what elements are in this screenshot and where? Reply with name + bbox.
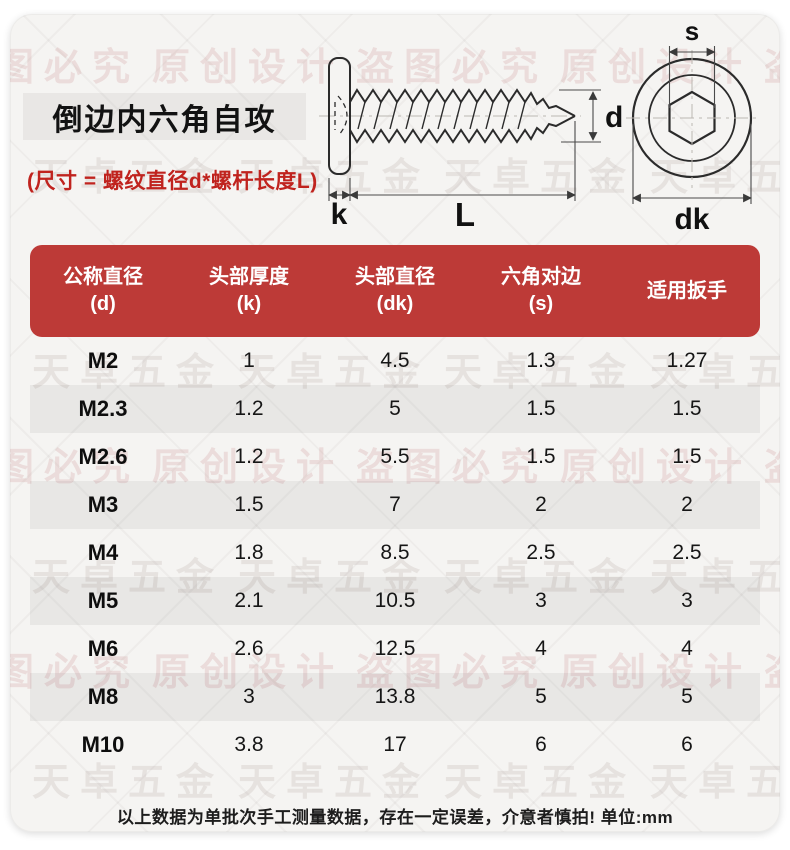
spec-value: 2 <box>681 493 693 516</box>
table-row: M6 2.6 12.5 4 4 <box>30 625 760 673</box>
spec-value: 2.1 <box>234 589 264 612</box>
spec-value: 3 <box>243 685 255 708</box>
table-row: M2.6 1.2 5.5 1.5 1.5 <box>30 433 760 481</box>
column-header: 六角对边 (s) <box>501 266 581 315</box>
spec-value: 6 <box>535 733 547 756</box>
table-row: M2 1 4.5 1.3 1.27 <box>30 337 760 385</box>
thread-top-edge <box>349 88 576 117</box>
spec-value: 2 <box>535 493 547 516</box>
spec-value: 2.5 <box>672 541 702 564</box>
spec-value: 8.5 <box>380 541 410 564</box>
spec-value: 1.3 <box>526 349 556 372</box>
spec-value: 2.5 <box>526 541 556 564</box>
product-title-box: 倒边内六角自攻 <box>23 93 306 140</box>
dim-label-s: s <box>685 22 699 46</box>
dim-label-d: d <box>605 101 623 134</box>
spec-value: 1.8 <box>234 541 264 564</box>
watermark-text: 盗图必究 <box>764 641 780 696</box>
spec-value: 1.27 <box>666 349 708 372</box>
footnote: 以上数据为单批次手工测量数据，存在一定误差，介意者慎拍! 单位:mm <box>116 808 674 827</box>
spec-value: 4.5 <box>380 349 410 372</box>
dim-label-L: L <box>455 196 475 233</box>
spec-value: 10.5 <box>374 589 416 612</box>
spec-value: 5 <box>681 685 693 708</box>
product-title: 倒边内六角自攻 <box>52 103 277 137</box>
d-extension-lines <box>559 89 601 143</box>
spec-value: 1.5 <box>526 397 556 420</box>
table-row: M10 3.8 17 6 6 <box>30 721 760 769</box>
watermark-text: 盗图必究 <box>10 47 141 89</box>
spec-value: 4 <box>535 637 547 660</box>
screw-head-top-view <box>626 50 758 188</box>
spec-size: M5 <box>87 588 119 613</box>
spec-value: 3 <box>535 589 547 612</box>
spec-value: 1.2 <box>234 397 264 420</box>
spec-value: 4 <box>681 637 693 660</box>
hidden-socket-outline <box>334 95 348 137</box>
spec-size: M4 <box>87 540 119 565</box>
thread-bottom-edge <box>349 115 576 144</box>
table-row: M4 1.8 8.5 2.5 2.5 <box>30 529 760 577</box>
table-header-row: 公称直径 (d) 头部厚度 (k) 头部直径 (dk) 六角对边 (s) 适用扳手 <box>30 245 760 337</box>
table-row: M3 1.5 7 2 2 <box>30 481 760 529</box>
spec-value: 1.5 <box>526 445 556 468</box>
spec-value: 1.2 <box>234 445 264 468</box>
spec-size: M6 <box>87 636 119 661</box>
dim-label-k: k <box>331 198 348 231</box>
spec-value: 5 <box>389 397 401 420</box>
size-formula-note: (尺寸 = 螺纹直径d*螺杆长度L) <box>27 170 318 193</box>
spec-value: 17 <box>383 733 407 756</box>
spec-size: M8 <box>87 684 119 709</box>
spec-value: 3 <box>681 589 693 612</box>
spec-value: 3.8 <box>234 733 264 756</box>
screw-head-side <box>328 57 351 175</box>
dk-extension-lines <box>632 124 752 204</box>
spec-value: 1.5 <box>672 445 702 468</box>
column-header: 适用扳手 <box>647 279 727 302</box>
table-body: M2 1 4.5 1.3 1.27 M2.3 1.2 5 1.5 1.5 M2.6 1.2 5.5 1.5… <box>30 337 760 769</box>
spec-size: M3 <box>87 492 119 517</box>
spec-table: 公称直径 (d) 头部厚度 (k) 头部直径 (dk) 六角对边 (s) 适用扳手 M2 1 4.5… <box>30 245 760 769</box>
table-row: M5 2.1 10.5 3 3 <box>30 577 760 625</box>
screw-side-view <box>319 57 581 175</box>
dim-label-dk: dk <box>674 203 709 234</box>
table-row: M2.3 1.2 5 1.5 1.5 <box>30 385 760 433</box>
thread-helix-lines <box>357 101 526 130</box>
spec-value: 6 <box>681 733 693 756</box>
spec-value: 7 <box>389 493 401 516</box>
spec-value: 5.5 <box>380 445 410 468</box>
spec-value: 12.5 <box>374 637 416 660</box>
side-view-dimensions <box>328 89 601 201</box>
screw-technical-drawing: d k L s dk <box>319 22 758 234</box>
watermark-text: 盗图必究 <box>764 436 780 491</box>
spec-value: 13.8 <box>374 685 416 708</box>
column-header: 头部直径 (dk) <box>355 266 435 315</box>
spec-size: M2 <box>87 348 119 373</box>
column-header: 头部厚度 (k) <box>209 266 289 315</box>
spec-card: 盗图必究原创设计盗图必究原创设计盗图必究天卓五金天卓五金天卓五金天卓五金天卓五金… <box>10 14 780 832</box>
spec-value: 1.5 <box>672 397 702 420</box>
centerlines-top <box>626 50 758 188</box>
spec-size: M2.6 <box>78 444 128 469</box>
top-view-dimensions <box>632 46 752 204</box>
spec-value: 5 <box>535 685 547 708</box>
spec-value: 1 <box>243 349 255 372</box>
spec-size: M10 <box>81 732 125 757</box>
table-row: M8 3 13.8 5 5 <box>30 673 760 721</box>
spec-size: M2.3 <box>78 396 128 421</box>
spec-value: 1.5 <box>234 493 264 516</box>
spec-value: 2.6 <box>234 637 264 660</box>
column-header: 公称直径 (d) <box>63 266 143 315</box>
